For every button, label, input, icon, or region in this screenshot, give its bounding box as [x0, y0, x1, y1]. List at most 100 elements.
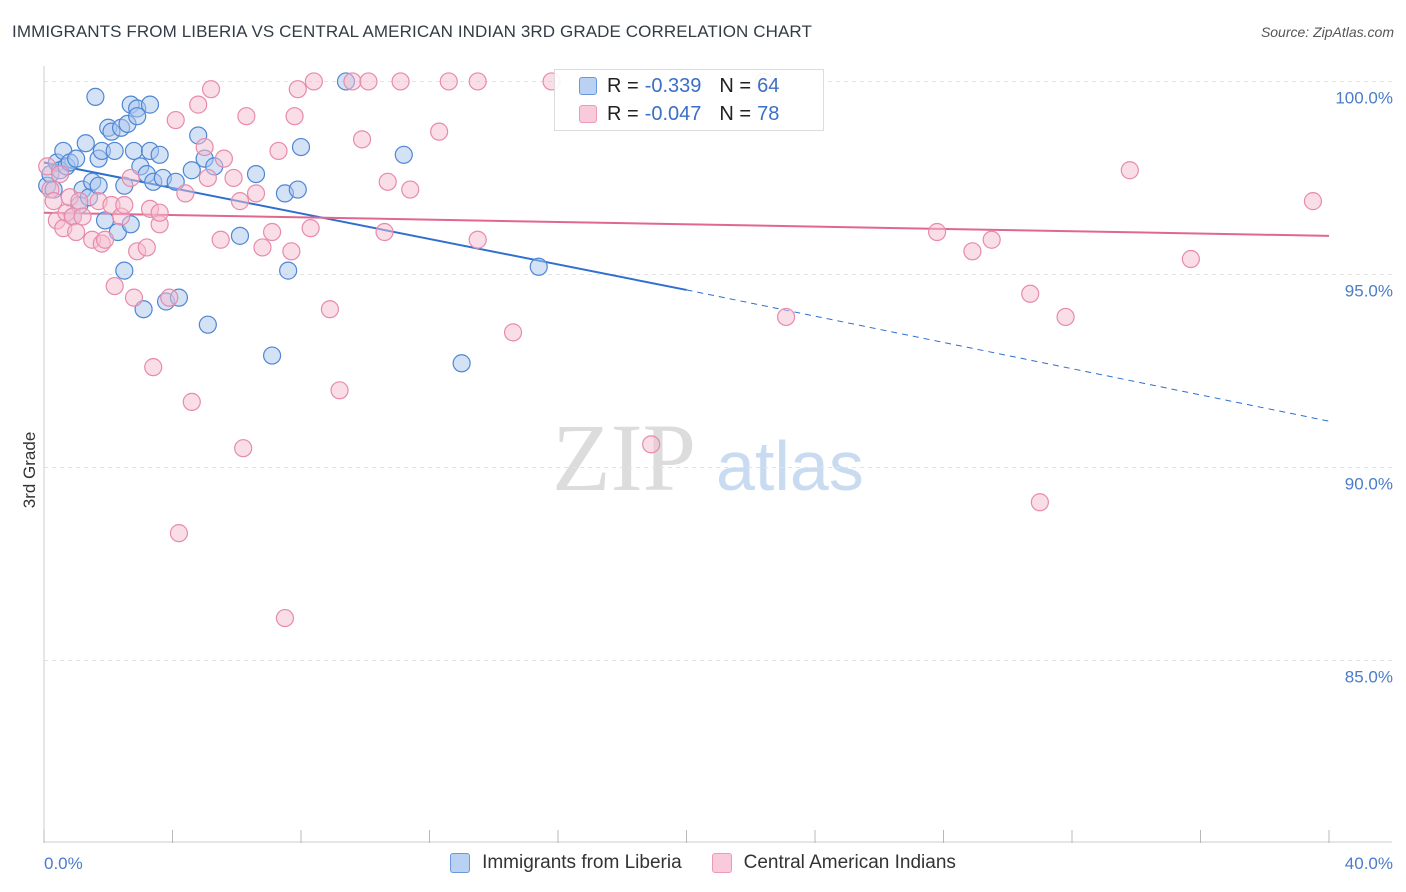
legend-r-label: R =	[607, 74, 639, 97]
data-point-central-american-indians	[160, 288, 179, 307]
data-point-liberia	[246, 164, 266, 184]
data-point-central-american-indians	[95, 230, 115, 249]
data-point-liberia	[291, 137, 311, 157]
legend-swatch-blue	[579, 77, 597, 95]
stats-legend-row-central-american-indians: R = -0.047 N = 78	[579, 101, 779, 127]
data-point-central-american-indians	[211, 230, 230, 249]
y-tick-label: 95.0%	[1345, 281, 1393, 300]
data-point-central-american-indians	[1056, 307, 1075, 327]
data-point-central-american-indians	[282, 242, 301, 261]
data-point-central-american-indians	[115, 195, 134, 215]
data-point-central-american-indians	[121, 168, 140, 188]
legend-n-value: 78	[757, 102, 780, 125]
legend-swatch-pink	[711, 853, 732, 873]
data-point-central-american-indians	[1181, 249, 1200, 269]
y-axis-label: 3rd Grade	[20, 432, 39, 509]
data-point-central-american-indians	[189, 95, 208, 114]
watermark-zip: ZIP	[552, 404, 696, 511]
data-point-liberia	[115, 261, 134, 280]
data-point-central-american-indians	[1303, 192, 1323, 211]
data-point-liberia	[452, 354, 471, 373]
data-point-liberia	[140, 95, 160, 114]
data-point-liberia	[86, 87, 105, 106]
data-point-central-american-indians	[166, 110, 185, 130]
data-point-central-american-indians	[70, 192, 89, 211]
data-point-liberia	[76, 134, 95, 153]
data-point-central-american-indians	[137, 238, 156, 257]
data-point-central-american-indians	[642, 435, 661, 454]
data-point-central-american-indians	[304, 72, 323, 91]
data-point-central-american-indians	[1030, 493, 1049, 512]
stats-legend-row-liberia: R = -0.339 N = 64	[579, 73, 779, 99]
legend-swatch-blue	[450, 853, 471, 873]
data-point-liberia	[128, 107, 147, 126]
data-point-central-american-indians	[262, 222, 282, 242]
legend-item-central-american-indians[interactable]: Central American Indians	[711, 852, 956, 874]
data-point-central-american-indians	[198, 168, 217, 188]
y-tick-labels: 100.0% 95.0% 90.0% 85.0%	[1335, 88, 1393, 686]
y-tick-label: 100.0%	[1335, 88, 1393, 107]
data-point-central-american-indians	[237, 107, 256, 126]
trend-line-central-american-indians	[43, 211, 1330, 237]
data-point-central-american-indians	[375, 222, 394, 242]
data-point-liberia	[89, 176, 108, 195]
data-point-central-american-indians	[468, 230, 487, 249]
y-tick-label: 90.0%	[1345, 475, 1393, 494]
data-point-central-american-indians	[320, 300, 340, 319]
source-credit: Source: ZipAtlas.com	[1260, 24, 1394, 40]
data-point-central-american-indians	[182, 392, 201, 411]
grid-lines	[44, 80, 1392, 662]
stats-legend: R = -0.339 N = 64 R = -0.047 N = 78	[554, 69, 824, 131]
data-point-central-american-indians	[195, 137, 214, 157]
data-point-central-american-indians	[982, 230, 1001, 249]
data-point-central-american-indians	[1021, 284, 1040, 303]
data-point-central-american-indians	[927, 222, 947, 242]
data-point-central-american-indians	[275, 608, 295, 628]
data-point-liberia	[105, 141, 124, 161]
data-point-central-american-indians	[503, 323, 523, 342]
data-point-central-american-indians	[201, 80, 221, 99]
data-point-central-american-indians	[253, 238, 272, 257]
data-point-central-american-indians	[214, 149, 233, 168]
data-point-central-american-indians	[105, 276, 124, 296]
data-point-central-american-indians	[288, 80, 307, 99]
data-point-central-american-indians	[144, 358, 163, 377]
data-point-central-american-indians	[234, 439, 253, 458]
data-point-central-american-indians	[343, 72, 362, 91]
data-point-central-american-indians	[401, 180, 420, 199]
data-point-liberia	[529, 257, 548, 276]
data-point-liberia	[182, 161, 201, 180]
data-point-central-american-indians	[169, 524, 189, 543]
data-point-central-american-indians	[269, 141, 288, 161]
data-point-liberia	[279, 261, 298, 280]
data-point-central-american-indians	[230, 192, 250, 211]
data-point-liberia	[288, 180, 307, 199]
data-point-liberia	[394, 145, 413, 164]
data-point-central-american-indians	[301, 219, 320, 238]
legend-r-value: -0.047	[644, 102, 702, 125]
series-central-american-indian-points	[38, 72, 1323, 628]
legend-item-liberia[interactable]: Immigrants from Liberia	[450, 852, 682, 874]
chart-title: IMMIGRANTS FROM LIBERIA VS CENTRAL AMERI…	[12, 22, 812, 41]
legend-n-label: N =	[719, 102, 752, 125]
legend-r-value: -0.339	[644, 74, 702, 97]
data-point-liberia	[230, 226, 250, 245]
data-point-central-american-indians	[1120, 161, 1139, 180]
data-point-liberia	[150, 145, 169, 164]
data-point-central-american-indians	[963, 242, 982, 261]
data-point-central-american-indians	[67, 222, 86, 242]
x-tick-label-max: 40.0%	[1345, 854, 1393, 873]
data-point-central-american-indians	[176, 184, 195, 203]
legend-n-value: 64	[757, 74, 780, 97]
series-liberia-points	[38, 72, 548, 373]
legend-label: Central American Indians	[743, 852, 956, 873]
data-point-liberia	[198, 315, 217, 334]
data-point-central-american-indians	[50, 164, 70, 184]
y-tick-label: 85.0%	[1345, 668, 1393, 687]
trend-line-liberia	[43, 161, 687, 291]
data-point-central-american-indians	[776, 307, 796, 327]
data-point-central-american-indians	[391, 72, 410, 91]
legend-label: Immigrants from Liberia	[482, 852, 682, 873]
data-point-central-american-indians	[285, 107, 304, 126]
axes	[43, 66, 1392, 843]
